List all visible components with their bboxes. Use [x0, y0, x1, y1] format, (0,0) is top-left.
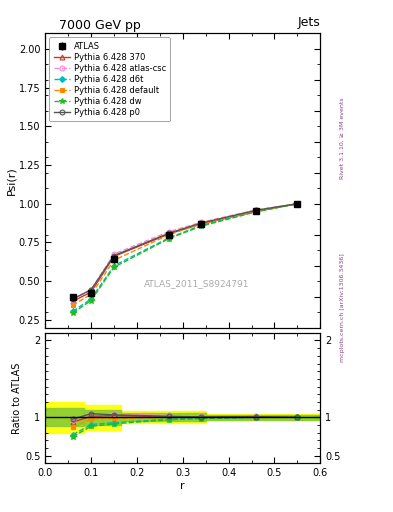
- Pythia 6.428 370: [70, 298, 75, 305]
- Pythia 6.428 atlas-csc: [70, 297, 75, 303]
- Pythia 6.428 default: [199, 221, 204, 227]
- Legend: ATLAS, Pythia 6.428 370, Pythia 6.428 atlas-csc, Pythia 6.428 d6t, Pythia 6.428 : ATLAS, Pythia 6.428 370, Pythia 6.428 at…: [50, 37, 170, 121]
- Pythia 6.428 d6t: [167, 234, 171, 241]
- Pythia 6.428 dw: [199, 223, 204, 229]
- Pythia 6.428 p0: [199, 220, 204, 226]
- Line: Pythia 6.428 atlas-csc: Pythia 6.428 atlas-csc: [70, 201, 300, 302]
- Pythia 6.428 atlas-csc: [167, 228, 171, 234]
- Bar: [206, 414, 320, 420]
- Pythia 6.428 default: [70, 302, 75, 308]
- Pythia 6.428 d6t: [199, 222, 204, 228]
- Bar: [206, 415, 320, 420]
- Pythia 6.428 p0: [254, 207, 259, 214]
- Text: Rivet 3.1.10, ≥ 3M events: Rivet 3.1.10, ≥ 3M events: [340, 97, 345, 179]
- Pythia 6.428 370: [167, 231, 171, 237]
- Pythia 6.428 atlas-csc: [295, 201, 300, 207]
- Pythia 6.428 d6t: [295, 201, 300, 207]
- Pythia 6.428 default: [254, 208, 259, 215]
- Bar: [45, 402, 84, 433]
- Text: mcplots.cern.ch [arXiv:1306.3436]: mcplots.cern.ch [arXiv:1306.3436]: [340, 253, 345, 361]
- Pythia 6.428 p0: [70, 296, 75, 302]
- Pythia 6.428 atlas-csc: [112, 251, 116, 257]
- Pythia 6.428 dw: [254, 209, 259, 215]
- Bar: [45, 408, 84, 426]
- Pythia 6.428 d6t: [254, 208, 259, 215]
- Text: 7000 GeV pp: 7000 GeV pp: [59, 19, 141, 32]
- Pythia 6.428 p0: [112, 252, 116, 259]
- Pythia 6.428 d6t: [112, 263, 116, 269]
- Line: Pythia 6.428 370: Pythia 6.428 370: [70, 201, 300, 304]
- Y-axis label: Psi(r): Psi(r): [6, 166, 16, 195]
- Line: Pythia 6.428 dw: Pythia 6.428 dw: [70, 201, 300, 316]
- Line: Pythia 6.428 p0: Pythia 6.428 p0: [70, 201, 300, 302]
- Line: Pythia 6.428 default: Pythia 6.428 default: [71, 202, 299, 307]
- Pythia 6.428 370: [295, 201, 300, 207]
- Bar: [121, 414, 206, 421]
- Pythia 6.428 atlas-csc: [199, 219, 204, 225]
- Pythia 6.428 d6t: [70, 308, 75, 314]
- Line: Pythia 6.428 d6t: Pythia 6.428 d6t: [71, 202, 299, 313]
- Pythia 6.428 dw: [295, 201, 300, 207]
- Pythia 6.428 dw: [89, 297, 94, 304]
- Pythia 6.428 370: [112, 253, 116, 260]
- Pythia 6.428 atlas-csc: [254, 207, 259, 213]
- Bar: [121, 411, 206, 423]
- Pythia 6.428 atlas-csc: [89, 287, 94, 293]
- Pythia 6.428 dw: [167, 236, 171, 242]
- Pythia 6.428 dw: [112, 264, 116, 270]
- Pythia 6.428 dw: [70, 310, 75, 316]
- Text: Jets: Jets: [298, 16, 320, 29]
- Pythia 6.428 p0: [295, 201, 300, 207]
- Pythia 6.428 p0: [167, 230, 171, 236]
- Y-axis label: Ratio to ATLAS: Ratio to ATLAS: [12, 362, 22, 434]
- X-axis label: r: r: [180, 481, 185, 491]
- Bar: [84, 405, 121, 430]
- Pythia 6.428 default: [295, 201, 300, 207]
- Pythia 6.428 d6t: [89, 296, 94, 302]
- Pythia 6.428 default: [167, 231, 171, 238]
- Pythia 6.428 default: [112, 257, 116, 263]
- Pythia 6.428 370: [199, 221, 204, 227]
- Text: ATLAS_2011_S8924791: ATLAS_2011_S8924791: [144, 279, 249, 288]
- Pythia 6.428 default: [89, 291, 94, 297]
- Pythia 6.428 p0: [89, 287, 94, 293]
- Bar: [84, 410, 121, 425]
- Pythia 6.428 370: [89, 289, 94, 295]
- Pythia 6.428 370: [254, 208, 259, 215]
